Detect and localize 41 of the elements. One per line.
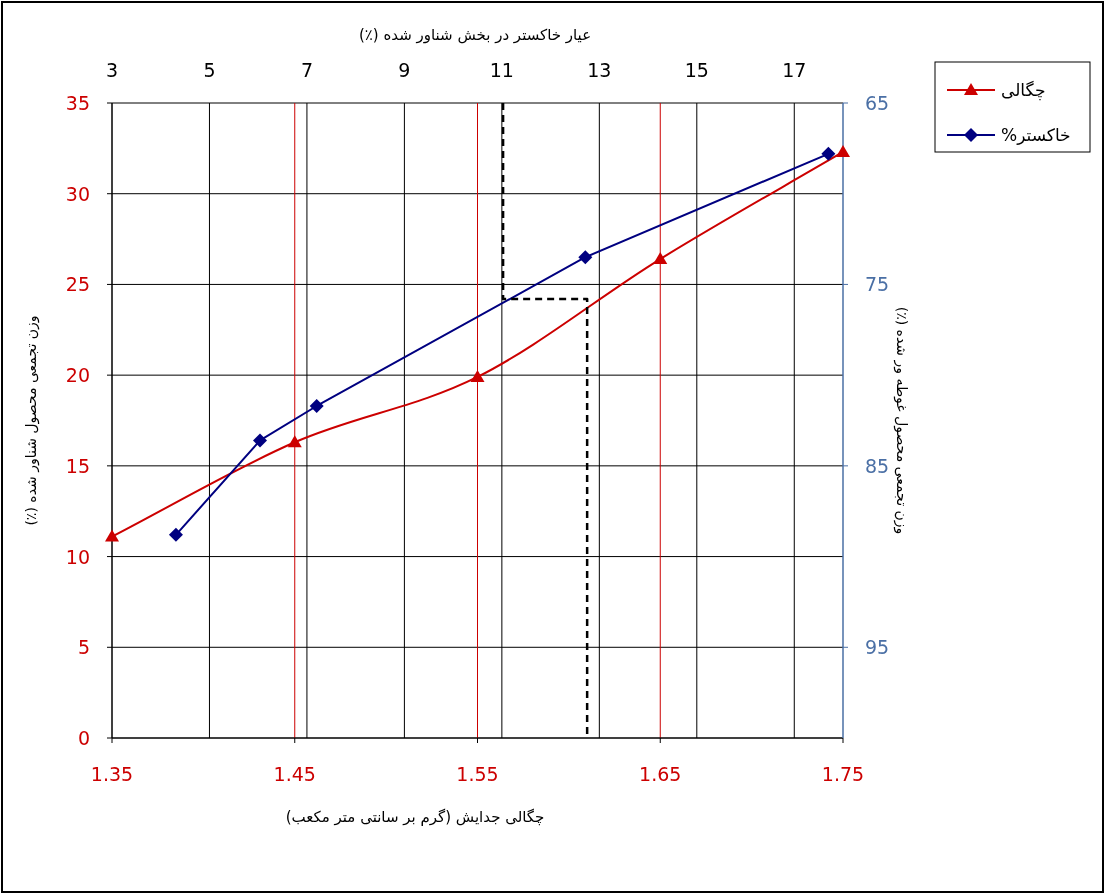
y-tick-label: 15 [65,454,90,477]
x2-tick-label: 17 [782,59,807,81]
x-tick-label: 1.65 [639,763,682,785]
point [578,250,593,265]
point [470,369,485,382]
legend-label: خاکستر% [1001,125,1071,145]
x2-tick-label: 9 [398,59,411,81]
y2-tick-label: 75 [865,273,890,296]
x2-tick-label: 13 [587,59,612,81]
y2-tick-label: 85 [865,454,890,477]
point [309,398,324,413]
point [836,144,850,157]
y-tick-label: 5 [77,636,90,659]
point [105,529,119,542]
x-tick-label: 1.55 [456,763,499,785]
point [168,527,183,542]
y2-axis-title: وزن تجمعی محصول غوطه ور شده (٪) [893,306,910,535]
point [653,252,668,265]
x-tick-label: 1.35 [90,763,134,785]
y-tick-label: 30 [65,182,90,205]
x2-tick-label: 11 [489,59,514,81]
point [253,433,268,448]
legend-label: چگالی [1001,80,1046,101]
x-tick-label: 1.45 [273,763,316,785]
point [287,435,302,448]
point [821,146,836,161]
x-axis-title: چگالی جدایش (گرم بر سانتی متر مکعب) [285,808,545,826]
y2-tick-label: 95 [865,636,890,659]
y-tick-label: 0 [77,727,90,749]
x-tick-label: 1.75 [821,763,865,785]
x2-tick-label: 15 [684,59,709,81]
y-tick-label: 25 [65,273,90,296]
x2-tick-label: 3 [105,59,119,81]
y-tick-label: 20 [65,364,90,387]
y2-tick-label: 65 [865,92,890,114]
x2-tick-label: 5 [203,59,216,81]
y-tick-label: 35 [65,92,90,114]
y-axis-title: وزن تجمعی محصول شناور شده (٪) [23,315,40,526]
x2-axis-title: عیار خاکستر در بخش شناور شده (٪) [358,26,592,44]
x2-tick-label: 7 [300,59,313,81]
y-tick-label: 10 [65,545,90,568]
